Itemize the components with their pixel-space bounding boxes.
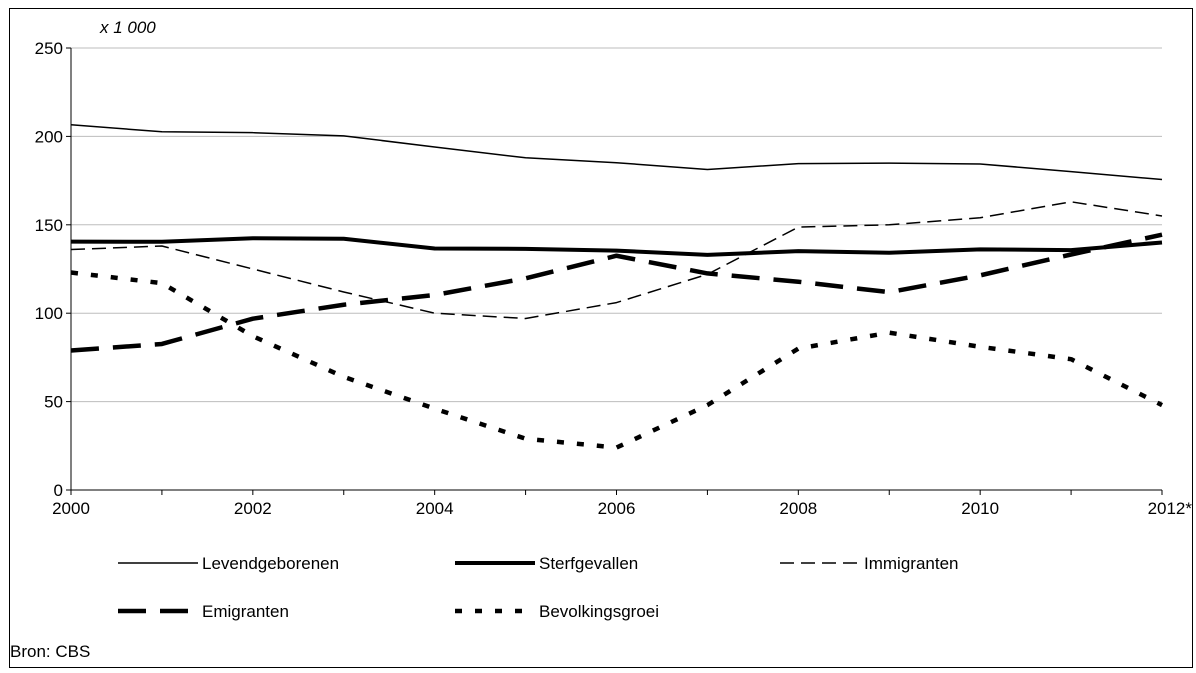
chart-frame: 0 50 100 150 200 250 2000 2002 2004 2006 2008 2010…: [9, 8, 1193, 668]
unit-label: x 1 000: [99, 18, 156, 37]
series-line-emigranten: [70, 232, 1163, 353]
legend: Levendgeborenen Sterfgevallen Immigranten E…: [118, 554, 958, 621]
y-tick-label: 0: [54, 481, 63, 500]
legend-label-emigranten: Emigranten: [202, 602, 289, 621]
y-tick-label: 50: [44, 393, 63, 412]
y-tick-label: 250: [35, 39, 63, 58]
legend-label-bevolkingsgroei: Bevolkingsgroei: [539, 602, 659, 621]
series-lines: [70, 123, 1164, 450]
series-line-levendgeborenen: [70, 123, 1163, 181]
x-tick-label: 2012*: [1148, 499, 1193, 518]
series-line-bevolkingsgroei: [70, 270, 1164, 450]
x-tick-label: 2008: [779, 499, 817, 518]
series-line-sterfgevallen: [70, 236, 1163, 257]
y-tick-label: 200: [35, 127, 63, 146]
legend-label-levendgeborenen: Levendgeborenen: [202, 554, 339, 573]
source-note: Bron: CBS: [10, 642, 91, 661]
x-tick-label: 2002: [234, 499, 272, 518]
x-tick-label: 2006: [598, 499, 636, 518]
y-tick-label: 100: [35, 304, 63, 323]
x-tick-label: 2004: [416, 499, 454, 518]
legend-label-immigranten: Immigranten: [864, 554, 958, 573]
x-tick-label: 2010: [961, 499, 999, 518]
y-tick-labels: 0 50 100 150 200 250: [35, 39, 63, 500]
y-tick-label: 150: [35, 216, 63, 235]
legend-label-sterfgevallen: Sterfgevallen: [539, 554, 638, 573]
line-chart: 0 50 100 150 200 250 2000 2002 2004 2006 2008 2010…: [35, 18, 1193, 621]
series-line-immigranten: [70, 201, 1163, 320]
axes: [70, 48, 1163, 495]
x-tick-labels: 2000 2002 2004 2006 2008 2010 2012*: [52, 499, 1192, 518]
gridlines: [66, 47, 1162, 491]
x-tick-label: 2000: [52, 499, 90, 518]
